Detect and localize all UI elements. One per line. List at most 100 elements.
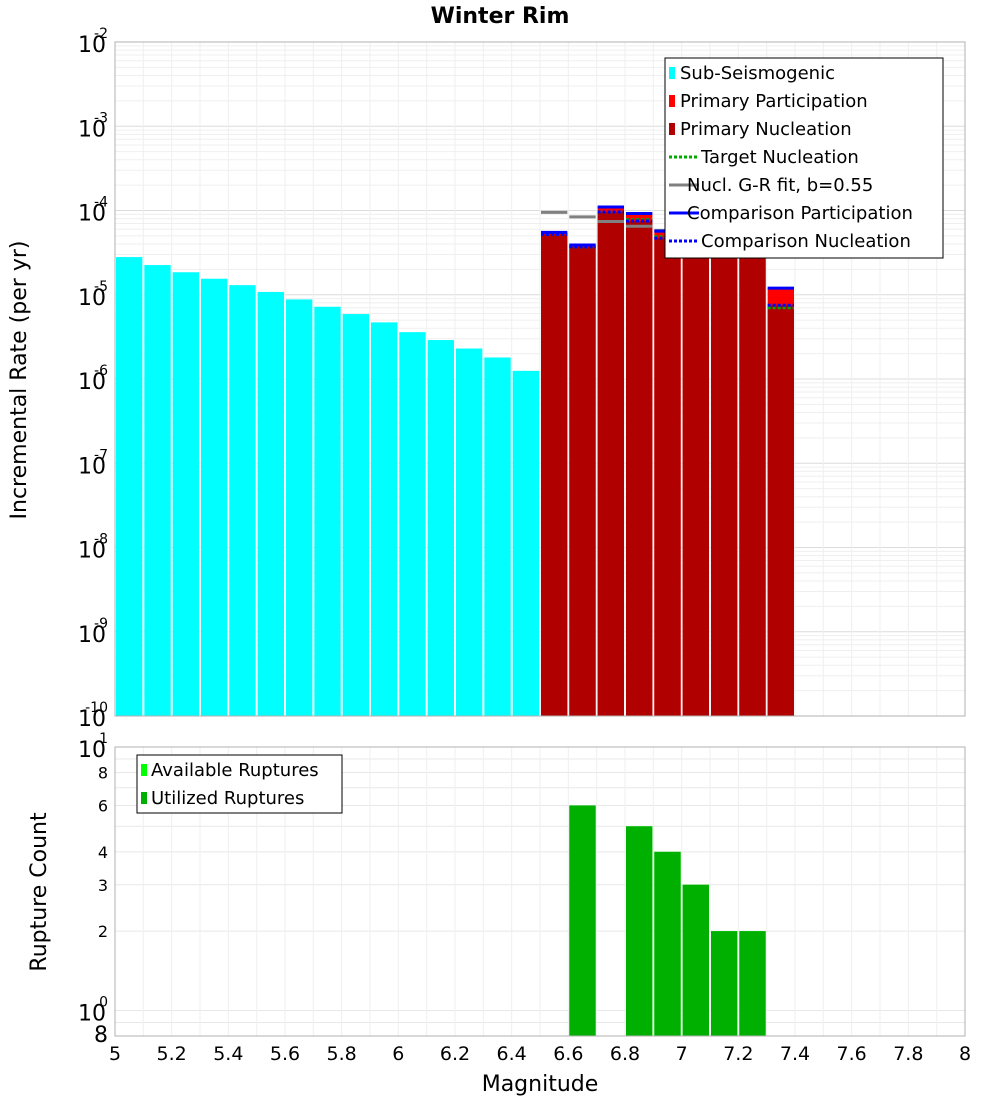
bar-primary-nucleation	[541, 234, 568, 717]
y-tick-label: 10	[78, 33, 106, 58]
y-tick-exponent: -6	[94, 363, 108, 379]
bar-primary-nucleation	[597, 211, 624, 716]
y-tick-exponent: 1	[99, 731, 108, 747]
bar-sub-seismogenic	[399, 332, 426, 716]
bar-sub-seismogenic	[456, 348, 483, 716]
y-tick-label: 10	[78, 286, 106, 311]
bar-sub-seismogenic	[314, 306, 341, 716]
x-tick-label: 7	[676, 1043, 688, 1065]
x-tick-label: 6.2	[440, 1043, 470, 1065]
y-tick-label: 10	[78, 539, 106, 564]
y-tick-exponent: -8	[94, 532, 108, 548]
bar-sub-seismogenic	[342, 314, 369, 716]
legend-label: Nucl. G-R fit, b=0.55	[687, 175, 873, 196]
x-tick-label: 6.8	[610, 1043, 640, 1065]
y-tick-exponent: -9	[94, 616, 108, 632]
legend-swatch	[669, 95, 675, 107]
legend-label: Sub-Seismogenic	[680, 63, 835, 84]
bar-utilized-ruptures	[654, 851, 681, 1036]
legend-swatch	[669, 123, 675, 135]
bar-utilized-ruptures	[626, 826, 653, 1036]
legend-label: Comparison Nucleation	[701, 231, 911, 252]
x-tick-label: 6.6	[553, 1043, 583, 1065]
x-tick-label: 5.6	[270, 1043, 300, 1065]
legend-label: Target Nucleation	[700, 147, 859, 168]
bar-primary-nucleation	[767, 305, 794, 716]
y-tick-exponent: -10	[85, 700, 108, 716]
bar-sub-seismogenic	[512, 370, 539, 716]
x-tick-label: 7.6	[837, 1043, 867, 1065]
legend-label: Comparison Participation	[687, 203, 913, 224]
x-tick-label: 6.4	[497, 1043, 527, 1065]
y-tick-label: 10	[78, 623, 106, 648]
y-tick-label: 8	[98, 764, 108, 783]
bar-sub-seismogenic	[144, 265, 171, 716]
legend-label: Primary Nucleation	[680, 119, 852, 140]
bar-primary-nucleation	[682, 239, 709, 716]
y-tick-exponent: -3	[94, 110, 108, 126]
x-tick-label: 7.8	[893, 1043, 923, 1065]
y-tick-exponent: -5	[94, 279, 108, 295]
y-tick-label: 10	[78, 117, 106, 142]
top-legend: Sub-Seismogenic Primary Participation Prim…	[664, 57, 944, 259]
x-axis-label: Magnitude	[482, 1072, 599, 1097]
bar-utilized-ruptures	[682, 884, 709, 1036]
bar-sub-seismogenic	[371, 322, 398, 716]
legend-swatch	[141, 792, 147, 804]
chart-title: Winter Rim	[431, 4, 570, 29]
y-tick-label: 3	[98, 876, 108, 895]
legend-swatch	[141, 764, 147, 776]
y-tick-exponent: -2	[94, 26, 108, 42]
top-y-ticks: 10-210-310-410-510-610-710-810-910-10	[78, 26, 108, 732]
bar-utilized-ruptures	[711, 931, 738, 1036]
top-y-axis-label: Incremental Rate (per yr)	[7, 241, 32, 520]
top-legend-box	[664, 57, 944, 259]
bar-sub-seismogenic	[201, 278, 228, 716]
legend-label: Available Ruptures	[151, 760, 319, 781]
x-ticks: 5 5.2 5.4 5.6 5.8 6 6.2 6.4 6.6 6.8 7 7.2 7.4 7.6 7.8 8	[109, 1043, 971, 1065]
x-tick-label: 5.8	[327, 1043, 357, 1065]
x-tick-label: 8	[959, 1043, 971, 1065]
x-tick-label: 5.2	[157, 1043, 187, 1065]
y-tick-label: 10	[78, 738, 106, 763]
x-tick-label: 7.2	[723, 1043, 753, 1065]
bar-utilized-ruptures	[739, 931, 766, 1036]
bar-primary-nucleation	[626, 221, 653, 716]
y-tick-label: 10	[78, 1001, 106, 1026]
bar-primary-nucleation	[711, 229, 738, 717]
bar-sub-seismogenic	[427, 340, 454, 716]
x-tick-label: 5	[109, 1043, 121, 1065]
y-tick-exponent: 0	[99, 994, 108, 1010]
bar-primary-nucleation	[739, 244, 766, 717]
y-tick-label: 8	[94, 1023, 108, 1048]
y-tick-label: 10	[78, 370, 106, 395]
bottom-y-axis-label: Rupture Count	[27, 812, 52, 972]
legend-swatch	[669, 67, 675, 79]
x-tick-label: 5.4	[213, 1043, 243, 1065]
y-tick-label: 2	[98, 922, 108, 941]
bottom-legend-box	[136, 754, 343, 814]
y-tick-label: 10	[78, 202, 106, 227]
bar-primary-nucleation	[654, 238, 681, 716]
legend-label: Utilized Ruptures	[151, 788, 304, 809]
y-tick-label: 6	[98, 796, 108, 815]
bottom-bars	[569, 805, 766, 1036]
y-tick-label: 10	[78, 707, 106, 732]
bar-sub-seismogenic	[484, 357, 511, 716]
x-tick-label: 7.4	[780, 1043, 810, 1065]
y-tick-exponent: -7	[94, 447, 108, 463]
y-tick-exponent: -4	[94, 195, 108, 211]
top-bars	[116, 207, 794, 717]
bar-primary-nucleation	[569, 246, 596, 716]
y-tick-label: 10	[78, 454, 106, 479]
bottom-legend: Available Ruptures Utilized Ruptures	[136, 754, 343, 814]
x-tick-label: 6	[392, 1043, 404, 1065]
bar-utilized-ruptures	[569, 805, 596, 1036]
y-tick-label: 4	[98, 843, 108, 862]
bar-sub-seismogenic	[116, 257, 143, 716]
bar-sub-seismogenic	[286, 299, 313, 716]
bar-sub-seismogenic	[172, 272, 199, 716]
legend-label: Primary Participation	[680, 91, 868, 112]
